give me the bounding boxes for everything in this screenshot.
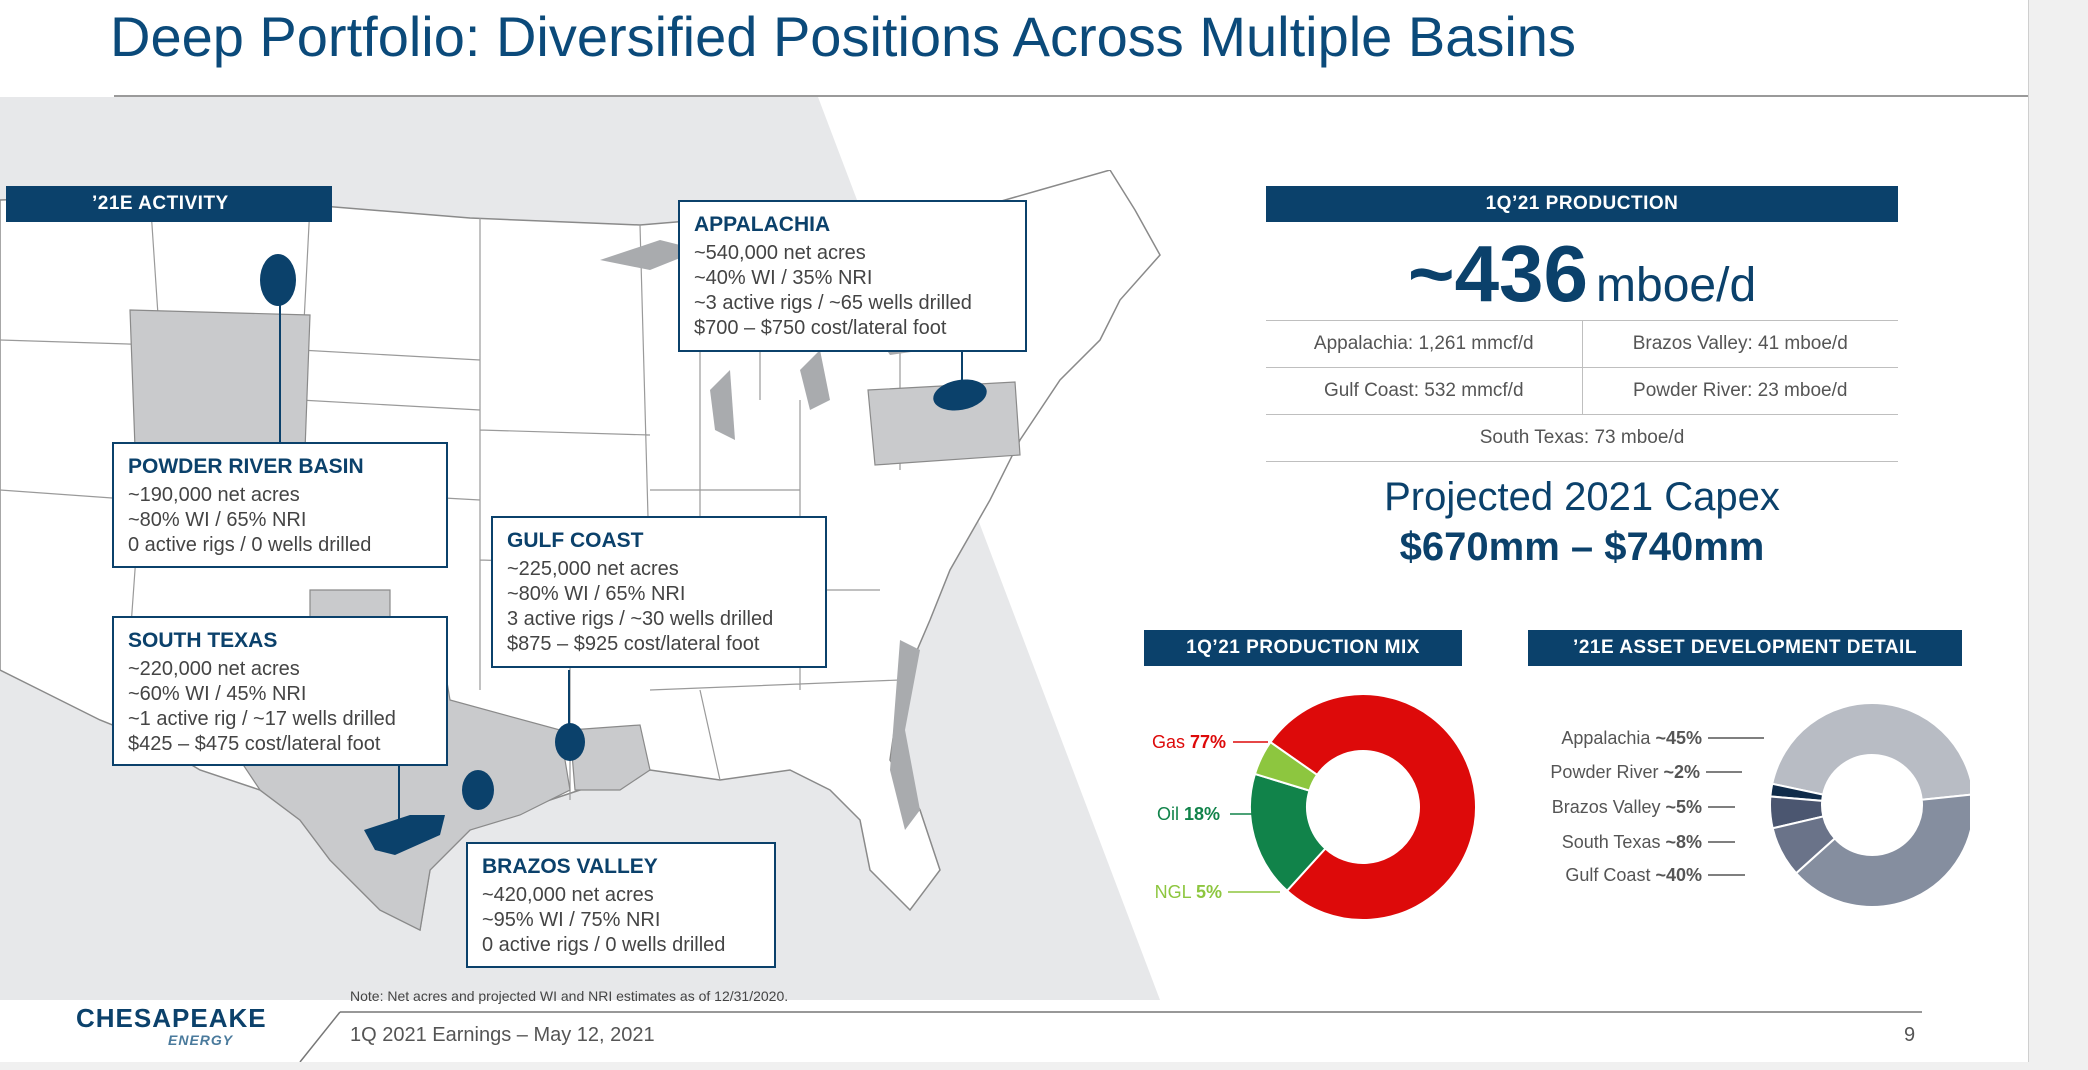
table-cell: South Texas: 73 mboe/d (1479, 427, 1685, 448)
brazos-valley-title: BRAZOS VALLEY (482, 855, 658, 878)
title-divider (114, 95, 2028, 97)
brazos-valley-line: ~420,000 net acres (482, 884, 654, 906)
gulf-coast-line: ~225,000 net acres (507, 558, 679, 580)
slice-label: South Texas ~8% (1562, 832, 1702, 852)
wyoming-state (129, 309, 311, 451)
production-table: Appalachia: 1,261 mmcf/d Brazos Valley: … (1266, 320, 1898, 462)
production-unit: mboe/d (1596, 259, 1757, 312)
production-header: 1Q’21 PRODUCTION (1266, 186, 1898, 222)
brazos-valley-callout: BRAZOS VALLEY ~420,000 net acres ~95% WI… (466, 842, 776, 968)
table-cell: Appalachia: 1,261 mmcf/d (1313, 333, 1534, 354)
brazos-valley-position (462, 770, 494, 810)
footnote: Note: Net acres and projected WI and NRI… (350, 988, 789, 1004)
south-texas-line: ~60% WI / 45% NRI (128, 683, 307, 705)
table-row: Appalachia: 1,261 mmcf/d Brazos Valley: … (1266, 320, 1898, 367)
slice-label: Powder River ~2% (1550, 762, 1700, 782)
powder-river-position (260, 254, 296, 306)
south-texas-title: SOUTH TEXAS (128, 629, 278, 652)
south-texas-line: ~220,000 net acres (128, 658, 300, 680)
donut-slice-brazos-valley (1769, 795, 1825, 830)
louisiana-state (569, 724, 651, 791)
appalachia-callout: APPALACHIA ~540,000 net acres ~40% WI / … (678, 200, 1027, 352)
gulf-coast-line: 3 active rigs / ~30 wells drilled (507, 608, 774, 630)
south-texas-line: ~1 active rig / ~17 wells drilled (128, 708, 396, 730)
donut-slice-south-texas (1771, 815, 1837, 875)
footer-text: 1Q 2021 Earnings – May 12, 2021 (350, 1024, 655, 1046)
brazos-valley-line: ~95% WI / 75% NRI (482, 909, 661, 931)
company-logo-sub: ENERGY (168, 1032, 234, 1048)
powder-river-line: 0 active rigs / 0 wells drilled (128, 534, 372, 556)
slide: Deep Portfolio: Diversified Positions Ac… (0, 0, 2029, 1062)
donut-slice-gas (1269, 693, 1477, 921)
production-mix-donut: Gas 77% Oil 18% NGL 5% (1152, 693, 1477, 921)
appalachia-line: ~3 active rigs / ~65 wells drilled (694, 292, 972, 314)
table-cell: Powder River: 23 mboe/d (1581, 368, 1899, 414)
powder-river-callout: POWDER RIVER BASIN ~190,000 net acres ~8… (112, 442, 448, 568)
appalachia-line: ~540,000 net acres (694, 242, 866, 264)
appalachia-line: ~40% WI / 35% NRI (694, 267, 873, 289)
slice-label: Gulf Coast ~40% (1565, 865, 1702, 885)
asset-development-donut: Appalachia ~45% Powder River ~2% Brazos Va… (1550, 702, 1970, 908)
south-texas-line: $425 – $475 cost/lateral foot (128, 733, 381, 755)
table-cell: Gulf Coast: 532 mmcf/d (1323, 380, 1524, 401)
table-row: South Texas: 73 mboe/d (1266, 414, 1898, 462)
gulf-coast-title: GULF COAST (507, 529, 644, 552)
capex-label: Projected 2021 Capex (1384, 475, 1780, 519)
south-texas-position (364, 815, 445, 855)
gulf-coast-callout: GULF COAST ~225,000 net acres ~80% WI / … (491, 516, 827, 668)
gulf-coast-line: $875 – $925 cost/lateral foot (507, 633, 760, 655)
powder-river-title: POWDER RIVER BASIN (128, 455, 364, 478)
capex-value: $670mm – $740mm (1399, 525, 1765, 569)
south-texas-callout: SOUTH TEXAS ~220,000 net acres ~60% WI /… (112, 616, 448, 766)
company-logo: CHESAPEAKE (76, 1003, 267, 1033)
appalachia-title: APPALACHIA (694, 213, 831, 236)
slice-label: Gas 77% (1152, 732, 1226, 752)
slice-label: Brazos Valley ~5% (1552, 797, 1702, 817)
production-total: ~436 mboe/d (1262, 228, 1902, 320)
table-row: Gulf Coast: 532 mmcf/d Powder River: 23 … (1266, 367, 1898, 414)
powder-river-line: ~80% WI / 65% NRI (128, 509, 307, 531)
donut-slice-gulf-coast (1794, 793, 1970, 908)
activity-header: ’21E ACTIVITY (6, 186, 332, 222)
slice-label: NGL 5% (1155, 882, 1222, 902)
asset-development-header: ’21E ASSET DEVELOPMENT DETAIL (1528, 630, 1962, 666)
gulf-coast-position (555, 723, 585, 761)
gulf-coast-line: ~80% WI / 65% NRI (507, 583, 686, 605)
donut-slice-ngl (1253, 740, 1319, 792)
brazos-valley-line: 0 active rigs / 0 wells drilled (482, 934, 726, 956)
page-number: 9 (1904, 1024, 1916, 1046)
page-title: Deep Portfolio: Diversified Positions Ac… (110, 5, 1576, 68)
slice-label: Appalachia ~45% (1561, 728, 1702, 748)
production-mix-header: 1Q’21 PRODUCTION MIX (1144, 630, 1462, 666)
donut-slice-appalachia (1771, 702, 1970, 801)
table-cell: Brazos Valley: 41 mboe/d (1581, 321, 1899, 367)
appalachia-position (933, 379, 987, 411)
slice-label: Oil 18% (1157, 804, 1220, 824)
production-value: ~436 (1407, 229, 1589, 318)
powder-river-line: ~190,000 net acres (128, 484, 300, 506)
appalachia-line: $700 – $750 cost/lateral foot (694, 317, 947, 339)
